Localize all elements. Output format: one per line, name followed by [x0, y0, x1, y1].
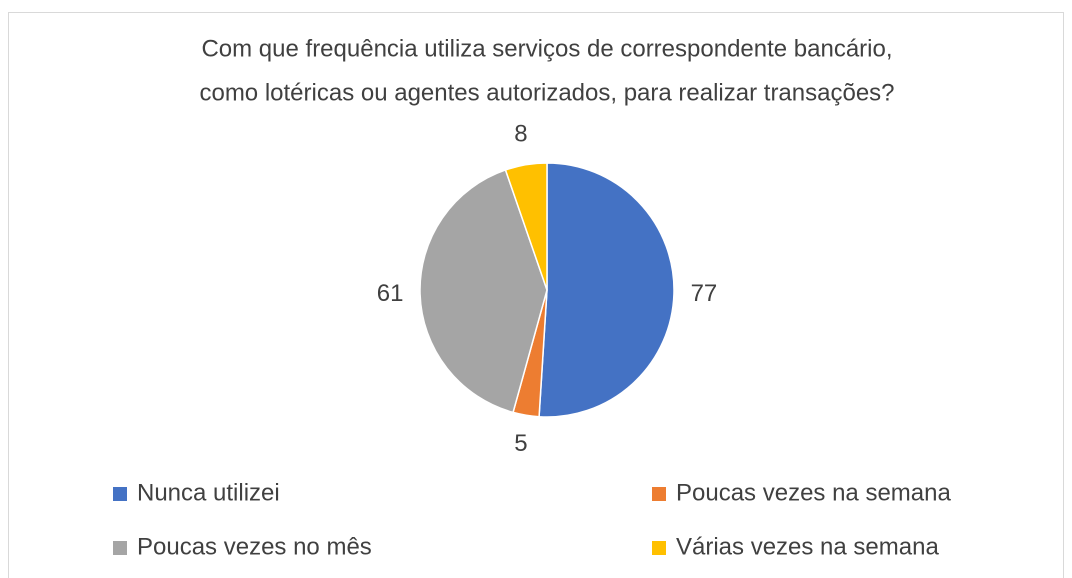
pie-slice: [504, 162, 548, 291]
legend-swatch: [652, 541, 666, 555]
legend-label: Várias vezes na semana: [676, 533, 939, 560]
legend-swatch: [652, 487, 666, 501]
chart-title: Com que frequência utiliza serviços de c…: [201, 35, 892, 62]
legend-label: Poucas vezes na semana: [676, 479, 951, 506]
pie-slice: [419, 169, 548, 414]
data-label: 61: [377, 280, 404, 307]
legend-label: Nunca utilizei: [137, 479, 280, 506]
legend-swatch: [113, 487, 127, 501]
legend-swatch: [113, 541, 127, 555]
data-label: 8: [514, 121, 527, 148]
pie-slice: [538, 162, 675, 418]
data-label: 77: [691, 280, 718, 307]
data-label: 5: [514, 430, 527, 457]
chart-title: como lotéricas ou agentes autorizados, p…: [199, 79, 894, 106]
legend-label: Poucas vezes no mês: [137, 533, 372, 560]
